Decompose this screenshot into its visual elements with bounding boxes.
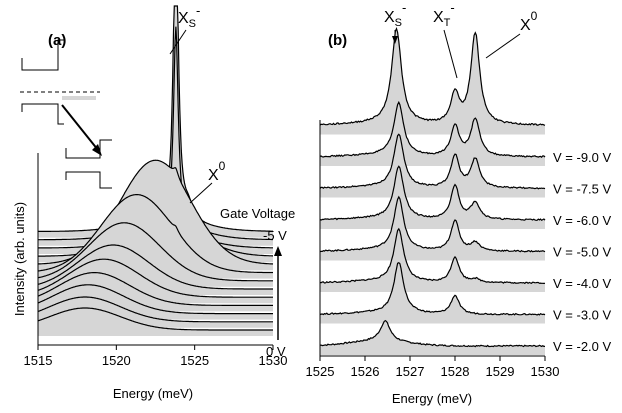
b-tick-label-3: 1528 [441, 364, 470, 379]
a-trace-1 [37, 296, 273, 323]
b-x-axis-title: Energy (meV) [392, 391, 472, 406]
b-tick-label-5: 1530 [531, 364, 560, 379]
b-xt-pointer [443, 29, 458, 79]
b-trace-6 [319, 100, 546, 158]
b-voltage-label-5: V = -7.5 V [553, 182, 611, 197]
b-voltage-labels: V = -9.0 V V = -7.5 V V = -6.0 V V = -5.0 V… [553, 150, 611, 354]
a-tick-label-0: 1515 [24, 353, 53, 368]
b-label-x0: X0 [520, 9, 538, 34]
a-x-ticks: 1515 1520 1525 1530 [24, 345, 288, 368]
b-tick-label-4: 1529 [486, 364, 515, 379]
gate-voltage-bottom: 0 V [266, 344, 286, 359]
b-voltage-label-4: V = -6.0 V [553, 213, 611, 228]
transition-arrow [61, 104, 99, 151]
b-tick-label-0: 1525 [306, 364, 335, 379]
b-x-ticks: 1525 1526 1527 1528 1529 1530 [306, 356, 560, 379]
b-trace-fill-0 [320, 320, 545, 355]
b-trace-fill-4 [320, 166, 545, 229]
a-trace-2 [37, 284, 273, 315]
gate-voltage-arrowhead [274, 246, 282, 256]
panel-a: (a) 1515 1520 1525 1530 Energy (meV) Intens… [12, 3, 295, 401]
panel-b: (b) 1525 1526 1527 1528 1529 1530 Energy (meV… [306, 0, 612, 406]
a-trace-7 [37, 194, 273, 274]
b-voltage-label-0: V = -2.0 V [553, 339, 611, 354]
arrow-head [92, 144, 102, 156]
b-trace-4 [319, 165, 546, 222]
a-x-axis-title: Energy (meV) [113, 386, 193, 401]
b-trace-0 [319, 319, 545, 348]
a-tick-label-1: 1520 [102, 353, 131, 368]
b-trace-fill-7 [320, 28, 545, 135]
b-trace-fill-1 [320, 262, 545, 324]
band-lower-2 [65, 171, 112, 189]
panel-b-label: (b) [328, 32, 347, 49]
b-tick-label-2: 1527 [396, 364, 425, 379]
panel-b-traces [319, 27, 546, 355]
a-label-xs: XS- [178, 3, 200, 30]
band-upper-2 [21, 103, 64, 125]
gate-voltage-title: Gate Voltage [220, 206, 295, 221]
b-voltage-label-2: V = -4.0 V [553, 276, 611, 291]
b-trace-fill-3 [320, 196, 545, 261]
panel-a-label: (a) [48, 32, 66, 49]
a-trace-fill-0 [38, 308, 273, 336]
a-x0-pointer [189, 182, 213, 204]
inset-shade [62, 96, 96, 100]
panel-a-traces [37, 5, 274, 336]
band-upper-1 [21, 39, 64, 71]
b-voltage-label-3: V = -5.0 V [553, 245, 611, 260]
a-label-x0: X0 [208, 159, 226, 184]
b-xs-arrowhead [392, 36, 398, 44]
b-trace-1 [319, 261, 546, 316]
gate-voltage-top: -5 V [263, 228, 287, 243]
b-trace-fill-2 [320, 228, 545, 292]
band-lower-1 [65, 139, 112, 159]
b-trace-2 [319, 227, 546, 285]
a-trace-3 [37, 272, 273, 306]
b-trace-5 [319, 133, 546, 190]
b-voltage-label-1: V = -3.0 V [553, 308, 611, 323]
a-xs-pointer [169, 29, 187, 55]
band-diagram-inset [20, 39, 112, 189]
b-label-xs: XS- [384, 0, 406, 29]
b-voltage-label-6: V = -9.0 V [553, 150, 611, 165]
a-trace-5 [37, 244, 273, 290]
a-trace-0 [37, 307, 273, 331]
a-tick-label-2: 1525 [180, 353, 209, 368]
a-y-axis-title: Intensity (arb. units) [12, 202, 27, 316]
b-tick-label-1: 1526 [351, 364, 380, 379]
b-x0-pointer [485, 33, 521, 59]
b-label-xt: XT- [433, 0, 455, 29]
b-trace-3 [319, 195, 546, 253]
a-trace-6 [37, 222, 273, 282]
a-trace-4 [37, 258, 273, 298]
b-trace-fill-6 [320, 102, 545, 166]
a-tick-label-3: 1530 [259, 353, 288, 368]
b-trace-7 [319, 27, 546, 126]
